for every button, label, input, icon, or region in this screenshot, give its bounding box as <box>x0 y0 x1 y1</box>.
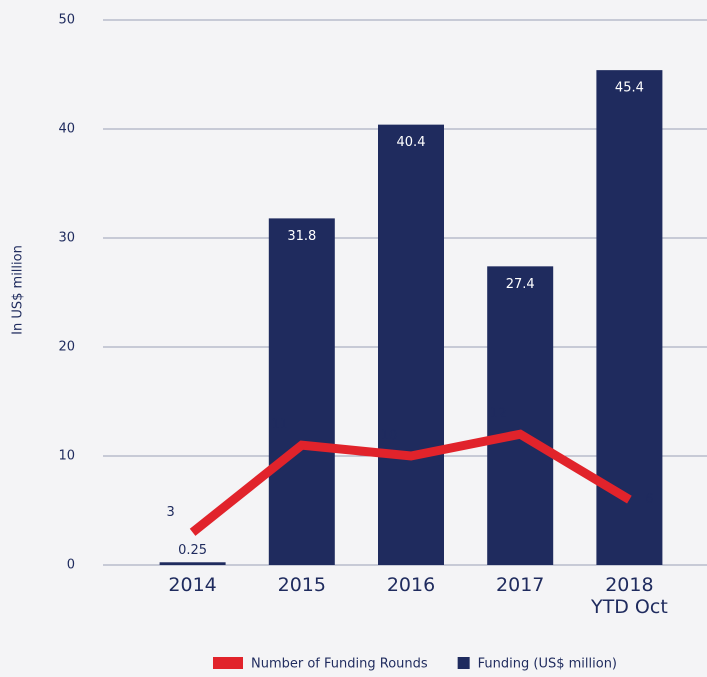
y-tick-label: 0 <box>67 558 75 573</box>
data-label: 40.4 <box>397 135 426 150</box>
legend-label: Funding (US$ million) <box>478 657 617 672</box>
y-tick-label: 30 <box>58 231 75 246</box>
data-label: 6 <box>645 492 653 507</box>
y-tick-label: 10 <box>58 449 75 464</box>
data-label: 12 <box>490 407 507 422</box>
x-tick-label: 2017 <box>496 574 544 596</box>
data-label: 27.4 <box>506 277 535 292</box>
data-label: 10 <box>381 429 398 444</box>
data-label: 3 <box>166 505 174 520</box>
y-tick-label: 20 <box>58 340 75 355</box>
y-tick-label: 40 <box>58 122 75 137</box>
data-label: 31.8 <box>287 229 316 244</box>
bar <box>268 218 335 565</box>
x-tick-label: 2018 YTD Oct <box>590 574 668 618</box>
y-tick-label: 50 <box>58 13 75 28</box>
bar <box>159 562 226 565</box>
bar <box>378 124 444 565</box>
x-tick-label: 2016 <box>387 574 435 596</box>
legend-label: Number of Funding Rounds <box>251 657 428 672</box>
data-label: 11 <box>272 418 289 433</box>
legend-swatch <box>457 657 470 669</box>
data-label: 45.4 <box>615 81 644 96</box>
bar <box>487 266 554 565</box>
y-axis-label: In US$ million <box>11 245 26 335</box>
legend-swatch <box>213 657 243 669</box>
x-tick-label: 2014 <box>168 574 216 596</box>
line <box>189 429 632 536</box>
data-label: 0.25 <box>178 543 207 558</box>
x-tick-label: 2015 <box>278 574 326 596</box>
